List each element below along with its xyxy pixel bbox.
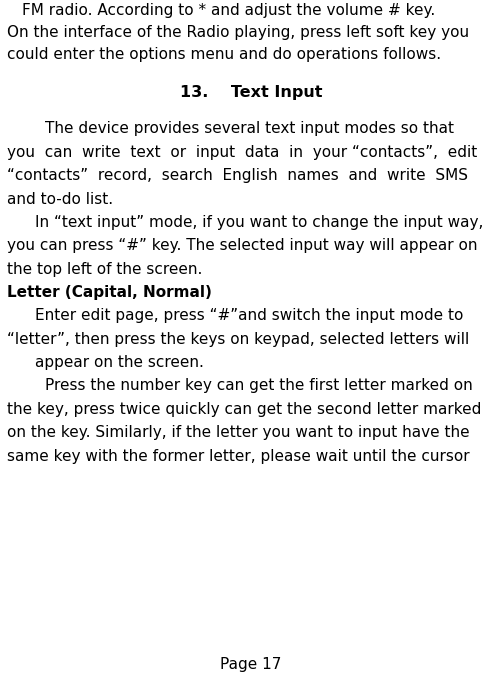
Text: the top left of the screen.: the top left of the screen. [7,262,202,277]
Text: FM radio. According to * and adjust the volume # key.: FM radio. According to * and adjust the … [22,3,435,18]
Text: on the key. Similarly, if the letter you want to input have the: on the key. Similarly, if the letter you… [7,425,469,440]
Text: the key, press twice quickly can get the second letter marked: the key, press twice quickly can get the… [7,402,481,417]
Text: On the interface of the Radio playing, press left soft key you: On the interface of the Radio playing, p… [7,25,469,40]
Text: same key with the former letter, please wait until the cursor: same key with the former letter, please … [7,449,469,464]
Text: In “text input” mode, if you want to change the input way,: In “text input” mode, if you want to cha… [35,215,483,230]
Text: appear on the screen.: appear on the screen. [35,355,204,370]
Text: The device provides several text input modes so that: The device provides several text input m… [45,121,454,136]
Text: could enter the options menu and do operations follows.: could enter the options menu and do oper… [7,47,441,62]
Text: Press the number key can get the first letter marked on: Press the number key can get the first l… [45,378,473,393]
Text: and to-do list.: and to-do list. [7,192,113,207]
Text: you  can  write  text  or  input  data  in  your “contacts”,  edit: you can write text or input data in your… [7,145,477,160]
Text: Enter edit page, press “#”and switch the input mode to: Enter edit page, press “#”and switch the… [35,308,463,323]
Text: “contacts”  record,  search  English  names  and  write  SMS: “contacts” record, search English names … [7,168,468,183]
Text: you can press “#” key. The selected input way will appear on: you can press “#” key. The selected inpu… [7,238,477,253]
Text: Letter (Capital, Normal): Letter (Capital, Normal) [7,285,212,300]
Text: 13.    Text Input: 13. Text Input [180,85,322,100]
Text: Page 17: Page 17 [220,657,282,672]
Text: “letter”, then press the keys on keypad, selected letters will: “letter”, then press the keys on keypad,… [7,332,469,347]
